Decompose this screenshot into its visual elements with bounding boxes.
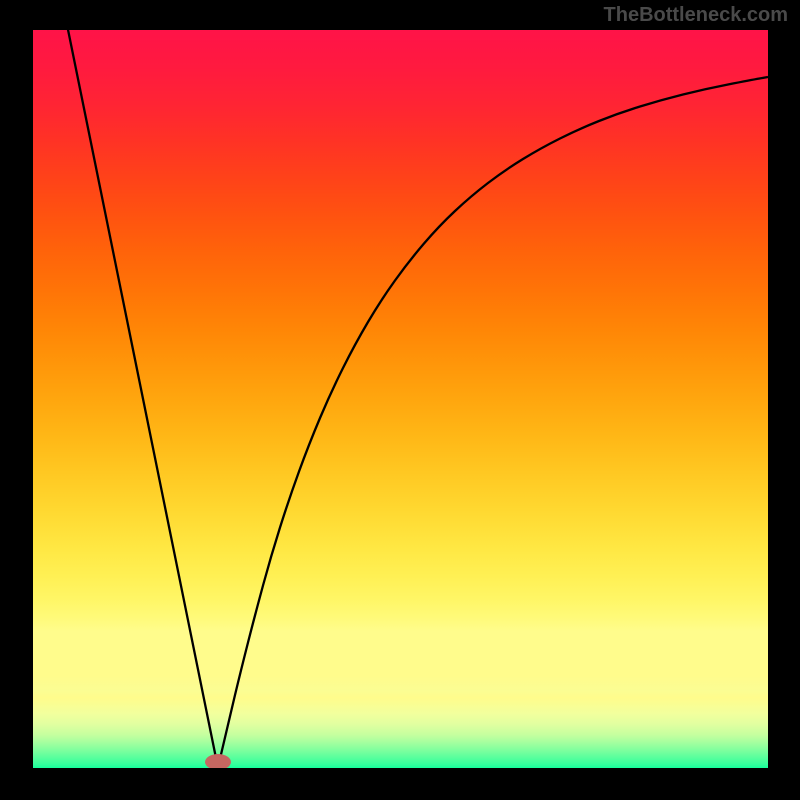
curve-left-line [64, 30, 217, 763]
plot-area [33, 30, 768, 768]
watermark-text: TheBottleneck.com [604, 4, 788, 27]
min-marker [205, 754, 231, 768]
curve-right-path [219, 77, 768, 763]
curve-layer [33, 30, 768, 768]
